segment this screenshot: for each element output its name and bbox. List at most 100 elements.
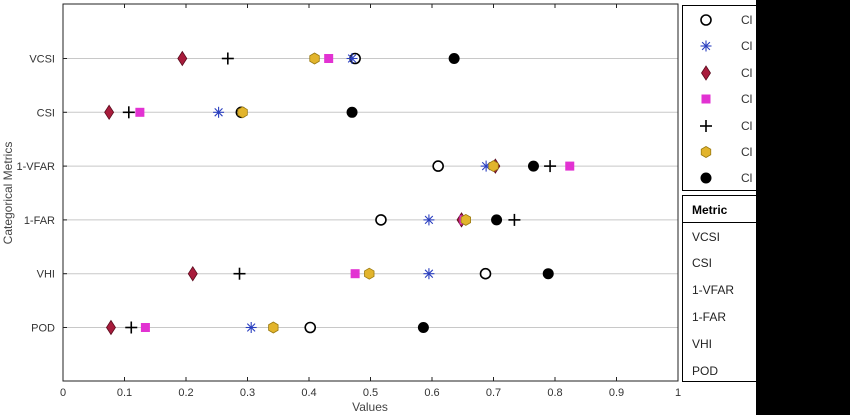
data-point-series-4 <box>135 107 145 117</box>
legend-label: Cl <box>741 145 753 159</box>
metric-item: VHI <box>692 337 713 351</box>
data-point-series-3 <box>177 50 188 67</box>
data-point-series-4 <box>140 323 150 332</box>
legend-marker-shape <box>700 119 712 132</box>
data-point-series-5 <box>508 213 521 226</box>
data-point-series-6 <box>268 321 279 334</box>
data-point-series-7 <box>491 214 503 226</box>
data-point-series-1 <box>304 321 317 334</box>
metric-item: POD <box>692 364 719 378</box>
x-tick-label: 0.5 <box>363 387 378 399</box>
x-tick-label: 0.8 <box>547 387 562 399</box>
data-point-series-5 <box>233 267 246 280</box>
data-point-series-6 <box>309 52 320 65</box>
x-tick-label: 1 <box>675 387 681 399</box>
y-tick-label: 1-VFAR <box>16 161 55 173</box>
data-point-series-6 <box>488 160 499 173</box>
legend-item: Cl <box>683 139 766 166</box>
asterisk-stroke <box>246 323 256 332</box>
y-axis-title: Categorical Metrics <box>1 142 15 245</box>
metric-divider <box>683 222 766 223</box>
metric-item: VCSI <box>692 230 721 244</box>
x-axis-title: Values <box>352 400 388 414</box>
data-point-series-4 <box>565 161 575 171</box>
legend-item: Cl <box>683 60 766 87</box>
legend-label: Cl <box>741 118 753 133</box>
metric-item: CSI <box>692 256 713 270</box>
legend-marker-shape <box>700 40 712 52</box>
asterisk-stroke <box>424 269 434 278</box>
data-point-series-7 <box>527 160 539 172</box>
data-point-series-1 <box>479 267 492 280</box>
x-tick-label: 0.6 <box>424 387 439 399</box>
legend-marker <box>700 14 712 26</box>
data-point-series-5 <box>122 106 135 119</box>
legend-item: Cl <box>683 7 766 34</box>
data-point-series-5 <box>544 160 557 173</box>
data-point-series-2 <box>346 53 358 64</box>
y-tick-label: CSI <box>37 107 55 119</box>
data-point-series-5 <box>125 321 138 334</box>
data-point-series-2 <box>213 106 225 118</box>
legend-marker-shape <box>700 172 712 184</box>
data-point-series-3 <box>105 319 116 336</box>
legend-marker-shape <box>701 94 711 104</box>
data-point-series-6 <box>364 267 375 280</box>
x-tick-label: 0.4 <box>301 387 316 399</box>
metric-item: 1-FAR <box>692 310 727 324</box>
data-point-series-6 <box>460 213 471 226</box>
legend-item: Cl <box>683 86 766 113</box>
data-point-series-2 <box>245 322 257 333</box>
data-point-series-7 <box>346 106 358 118</box>
legend: Cl Cl Cl Cl Cl Cl Cl <box>682 5 767 191</box>
data-point-series-7 <box>417 322 429 333</box>
x-tick-label: 0.7 <box>486 387 501 399</box>
asterisk-stroke <box>424 215 434 225</box>
legend-label: Cl <box>741 13 753 27</box>
legend-item: Cl <box>683 165 766 190</box>
data-point-series-3 <box>104 104 115 121</box>
legend-marker <box>700 172 712 184</box>
y-tick-label: VHI <box>37 269 55 281</box>
x-tick-label: 0.2 <box>178 387 193 399</box>
plot-frame <box>62 3 679 382</box>
data-point-series-7 <box>448 53 460 64</box>
data-point-series-6 <box>237 106 248 119</box>
legend-label: Cl <box>741 65 753 80</box>
legend-marker <box>700 40 712 52</box>
legend-label: Cl <box>741 92 753 107</box>
legend-item: Cl <box>683 33 766 60</box>
data-point-series-5 <box>221 52 234 65</box>
data-point-series-4 <box>324 54 334 63</box>
data-point-series-1 <box>432 160 444 172</box>
x-tick-label: 0.9 <box>609 387 624 399</box>
asterisk-stroke <box>347 54 357 63</box>
legend-marker <box>701 65 711 81</box>
legend-label: Cl <box>741 39 753 54</box>
data-point-series-4 <box>350 269 360 279</box>
legend-marker-shape <box>700 146 712 158</box>
x-tick-label: 0.1 <box>117 387 132 399</box>
metric-item: 1-VFAR <box>692 283 735 297</box>
asterisk-stroke <box>214 108 223 117</box>
metric-table: Metric VCSI CSI 1-VFAR 1-FAR VHI POD <box>682 195 767 382</box>
legend-label: Cl <box>741 171 753 186</box>
legend-marker <box>701 94 711 104</box>
x-tick-label: 0.3 <box>240 387 255 399</box>
data-point-series-2 <box>423 268 435 280</box>
legend-marker <box>700 146 712 158</box>
data-point-series-3 <box>187 265 198 282</box>
cropped-edge-region <box>756 0 850 415</box>
legend-marker <box>700 119 712 132</box>
y-tick-label: 1-FAR <box>24 215 55 227</box>
legend-marker-shape <box>701 65 711 81</box>
data-point-series-1 <box>375 214 387 226</box>
asterisk-stroke <box>701 42 711 51</box>
legend-item: Cl <box>683 113 766 140</box>
y-tick-label: POD <box>31 323 55 335</box>
x-tick-label: 0 <box>60 387 66 399</box>
y-tick-label: VCSI <box>29 54 55 66</box>
data-point-series-2 <box>423 214 435 226</box>
metric-header: Metric <box>692 203 728 217</box>
